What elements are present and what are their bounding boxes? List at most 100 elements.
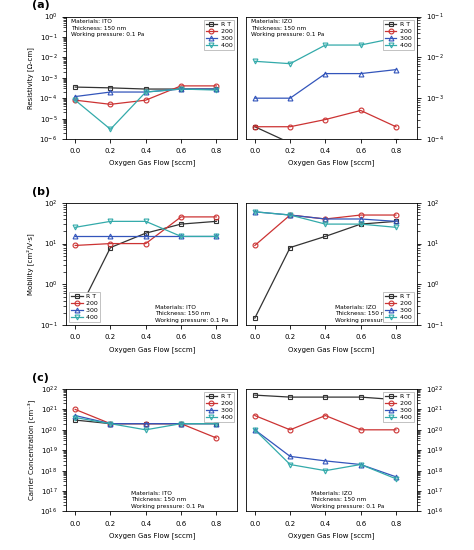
300 [143, 89, 148, 95]
200 [213, 82, 219, 89]
400 [252, 58, 258, 64]
400 [73, 97, 78, 103]
400 [143, 89, 148, 95]
300 [287, 453, 293, 460]
200 [178, 213, 184, 220]
Line: 300: 300 [73, 413, 219, 426]
200 [252, 123, 258, 130]
X-axis label: Oxygen Gas Flow [sccm]: Oxygen Gas Flow [sccm] [109, 346, 195, 353]
300 [287, 95, 293, 102]
R T [393, 138, 399, 144]
Line: 300: 300 [253, 210, 398, 224]
300 [178, 420, 184, 427]
400 [178, 233, 184, 240]
200 [108, 420, 113, 427]
Text: (b): (b) [32, 186, 50, 196]
300 [358, 461, 364, 468]
400 [322, 42, 328, 48]
200 [143, 420, 148, 427]
Y-axis label: Resistivity [Ω-cm]: Resistivity [Ω-cm] [27, 47, 34, 109]
R T [393, 218, 399, 224]
200 [252, 242, 258, 249]
300 [393, 474, 399, 480]
Line: 400: 400 [253, 427, 398, 481]
300 [287, 212, 293, 218]
Text: Materials: ITO
Thickness: 150 nm
Working pressure: 0.1 Pa: Materials: ITO Thickness: 150 nm Working… [72, 19, 145, 37]
400 [143, 426, 148, 433]
Line: 200: 200 [253, 413, 398, 432]
200 [108, 101, 113, 108]
300 [73, 233, 78, 240]
Line: 300: 300 [253, 427, 398, 479]
200 [178, 420, 184, 427]
200 [213, 213, 219, 220]
X-axis label: Oxygen Gas Flow [sccm]: Oxygen Gas Flow [sccm] [109, 532, 195, 539]
Line: R T: R T [73, 85, 219, 91]
X-axis label: Oxygen Gas Flow [sccm]: Oxygen Gas Flow [sccm] [288, 346, 375, 353]
R T [213, 420, 219, 427]
300 [178, 233, 184, 240]
400 [252, 426, 258, 433]
300 [358, 70, 364, 77]
Line: R T: R T [253, 393, 398, 402]
400 [143, 218, 148, 224]
400 [287, 60, 293, 67]
Line: 200: 200 [73, 214, 219, 248]
Legend:  R T,  200,  300,  400: R T, 200, 300, 400 [383, 292, 414, 322]
R T [178, 221, 184, 227]
R T [358, 394, 364, 400]
400 [213, 233, 219, 240]
Line: 200: 200 [253, 213, 398, 248]
Line: 200: 200 [253, 108, 398, 129]
200 [178, 82, 184, 89]
400 [108, 420, 113, 427]
300 [108, 233, 113, 240]
300 [213, 86, 219, 92]
300 [322, 216, 328, 222]
200 [73, 242, 78, 249]
300 [73, 412, 78, 419]
Line: 400: 400 [253, 35, 398, 66]
R T [287, 244, 293, 251]
400 [358, 221, 364, 227]
Text: Materials: ITO
Thickness: 150 nm
Working pressure: 0.1 Pa: Materials: ITO Thickness: 150 nm Working… [131, 491, 205, 509]
Line: 400: 400 [253, 210, 398, 230]
200 [393, 426, 399, 433]
Line: 400: 400 [73, 219, 219, 239]
Text: Materials: ITO
Thickness: 150 nm
Working pressure: 0.1 Pa: Materials: ITO Thickness: 150 nm Working… [155, 305, 229, 323]
Line: 300: 300 [253, 67, 398, 101]
Text: (c): (c) [32, 373, 49, 383]
Line: R T: R T [73, 417, 219, 426]
200 [143, 97, 148, 103]
300 [213, 233, 219, 240]
R T [143, 420, 148, 427]
400 [287, 212, 293, 218]
400 [358, 461, 364, 468]
Legend:  R T,  200,  300,  400: R T, 200, 300, 400 [204, 20, 234, 50]
200 [358, 212, 364, 218]
200 [108, 240, 113, 247]
Line: 400: 400 [73, 415, 219, 432]
200 [287, 426, 293, 433]
300 [178, 86, 184, 92]
300 [322, 458, 328, 464]
200 [287, 212, 293, 218]
200 [322, 116, 328, 123]
200 [213, 434, 219, 441]
R T [322, 233, 328, 240]
300 [108, 420, 113, 427]
400 [393, 35, 399, 41]
400 [73, 224, 78, 230]
400 [322, 221, 328, 227]
300 [393, 67, 399, 73]
R T [108, 244, 113, 251]
R T [322, 142, 328, 148]
300 [213, 420, 219, 427]
400 [393, 476, 399, 482]
200 [322, 412, 328, 419]
R T [252, 123, 258, 130]
300 [252, 426, 258, 433]
300 [143, 233, 148, 240]
300 [252, 208, 258, 215]
400 [287, 461, 293, 468]
